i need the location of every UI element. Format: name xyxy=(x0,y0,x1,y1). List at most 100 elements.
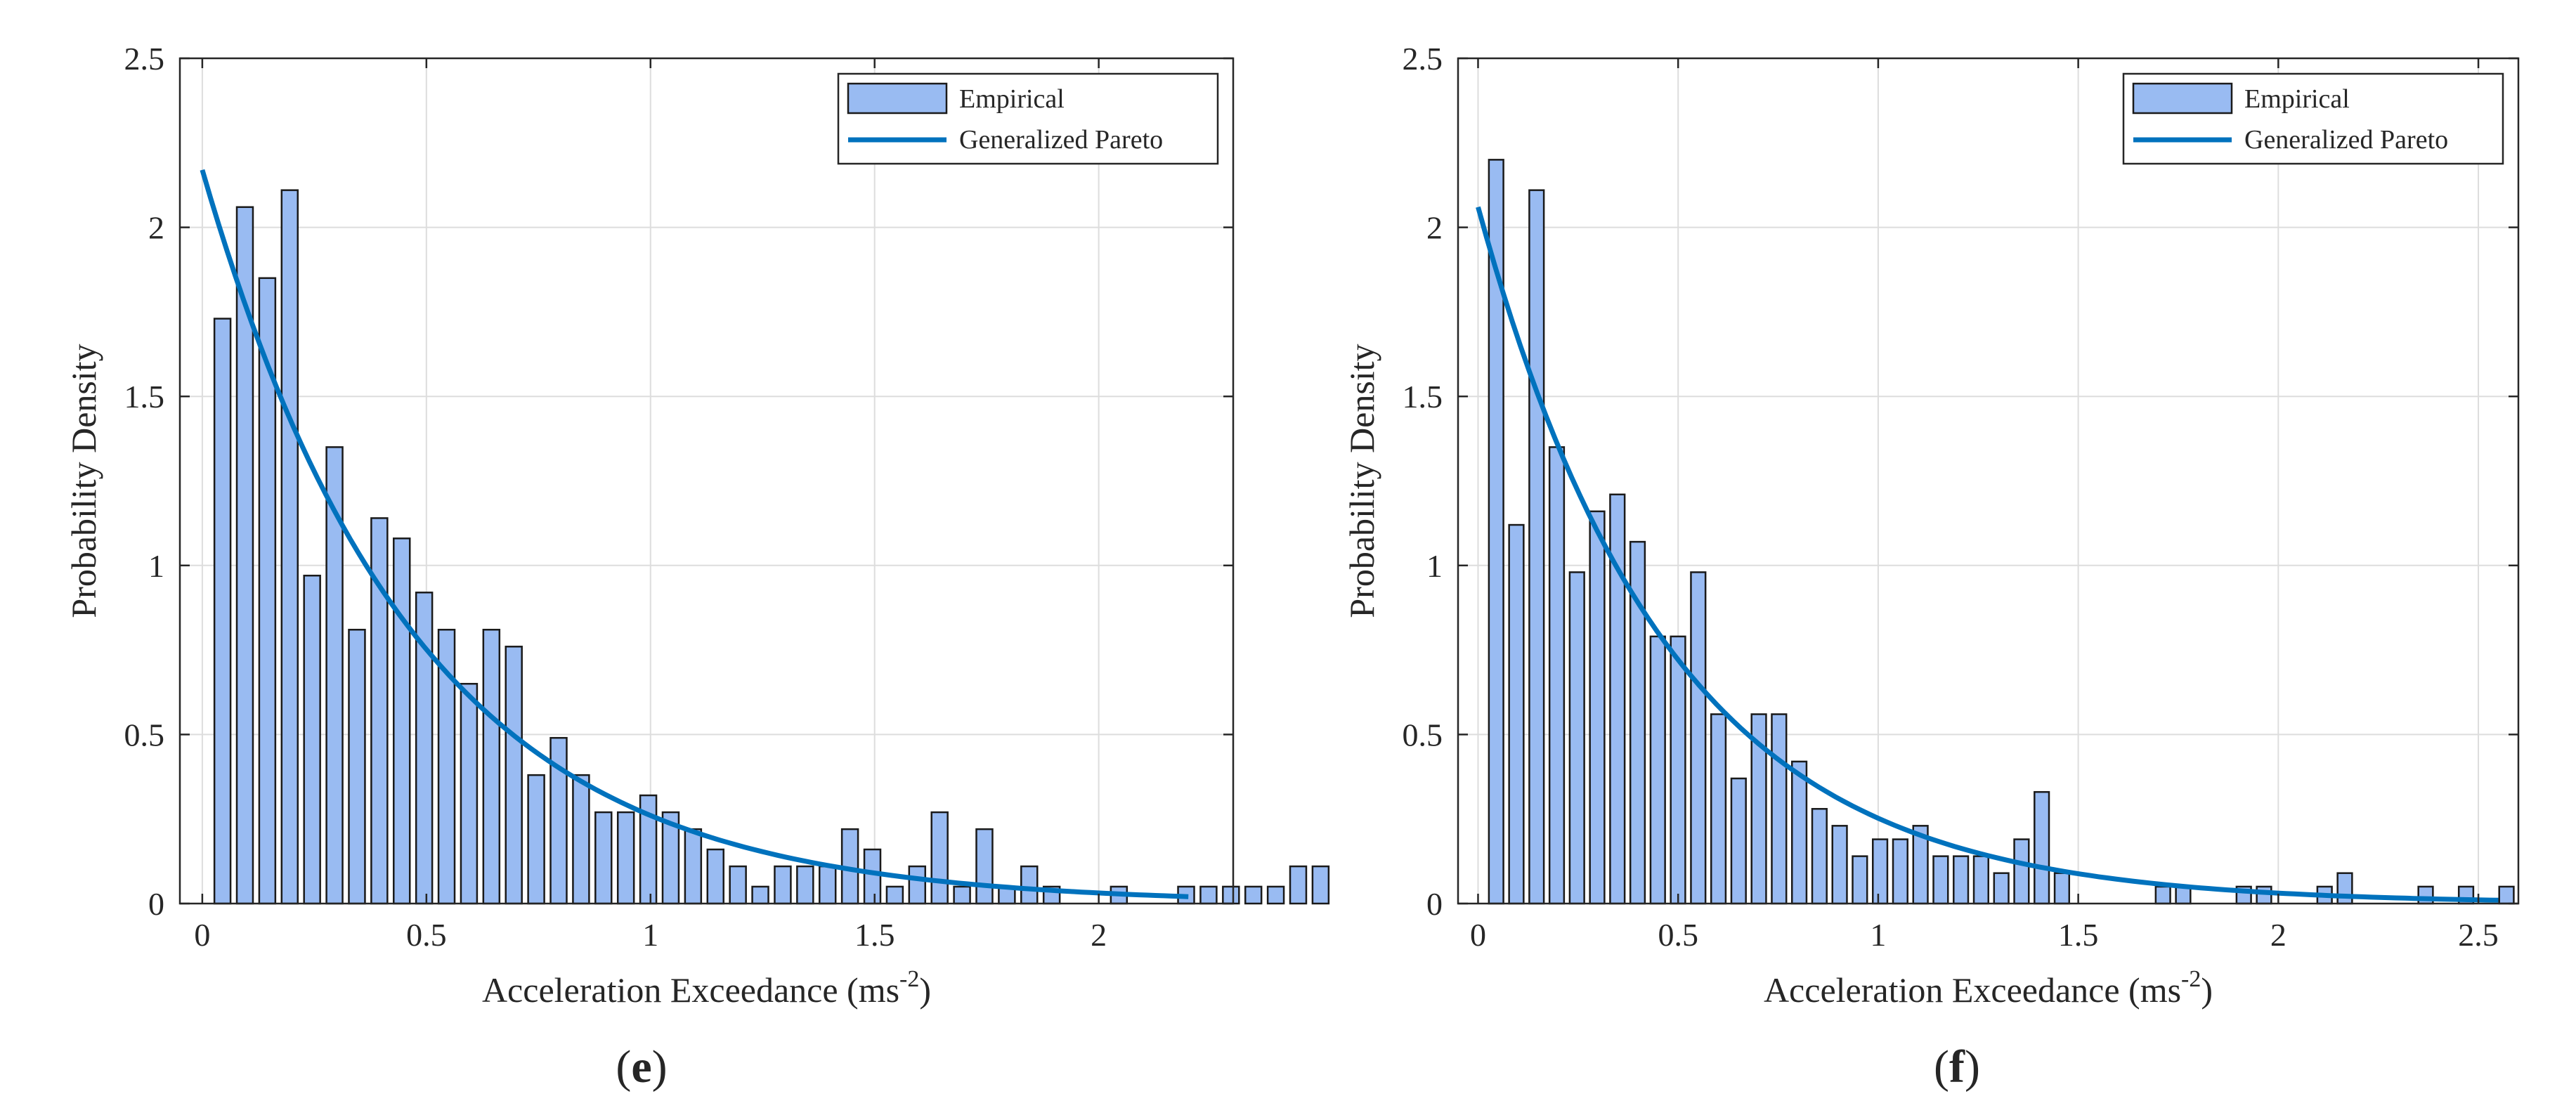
histogram-bar xyxy=(729,865,747,905)
histogram-bar xyxy=(616,811,635,905)
y-axis-label: Probability Density xyxy=(1342,344,1381,618)
histogram-bar xyxy=(1589,510,1606,905)
histogram-bar xyxy=(2336,872,2353,905)
histogram-bar xyxy=(527,774,545,905)
histogram-bar xyxy=(863,848,882,905)
histogram-bar xyxy=(2034,790,2050,905)
histogram-bar xyxy=(1508,523,1525,905)
x-axis-label: Acceleration Exceedance (ms-2) xyxy=(1764,966,2213,1010)
y-tick-label: 1 xyxy=(1426,548,1443,584)
y-tick-label: 1.5 xyxy=(124,379,165,415)
histogram-bar xyxy=(1953,855,1970,905)
histogram-bar xyxy=(572,774,590,905)
legend-label-empirical: Empirical xyxy=(2244,84,2350,114)
histogram-bar xyxy=(930,811,949,905)
x-tick-label: 0 xyxy=(194,917,210,953)
x-tick-label: 1.5 xyxy=(2058,917,2099,953)
histogram-bar xyxy=(1730,777,1747,905)
x-axis-label-superscript: -2 xyxy=(899,966,919,992)
histogram-bar xyxy=(2053,872,2071,905)
legend-label-pareto: Generalized Pareto xyxy=(959,125,1163,155)
histogram-bar xyxy=(505,646,523,905)
histogram-bar xyxy=(303,574,321,905)
histogram-bar xyxy=(460,682,479,905)
axes-box-f xyxy=(1457,57,2520,905)
x-tick-label: 0.5 xyxy=(406,917,447,953)
histogram-bar xyxy=(1289,865,1308,905)
x-tick-label: 0 xyxy=(1470,917,1486,953)
y-tick-label: 1.5 xyxy=(1403,379,1443,415)
histogram-bar xyxy=(1972,855,1989,905)
caption-f: (f) xyxy=(1934,1041,1980,1093)
histogram-bar xyxy=(706,848,724,905)
x-tick-label: 2 xyxy=(2270,917,2286,953)
y-axis-label: Probability Density xyxy=(64,344,103,618)
histogram-bar xyxy=(213,318,232,905)
histogram-bar xyxy=(1932,855,1949,905)
legend-label-pareto: Generalized Pareto xyxy=(2244,125,2448,155)
histogram-bar xyxy=(2154,885,2171,905)
histogram-bar xyxy=(885,885,904,905)
histogram-bar xyxy=(280,189,299,905)
histogram-bar xyxy=(953,885,971,905)
x-tick-label: 2 xyxy=(1091,917,1107,953)
histogram-bar xyxy=(348,628,366,905)
x-tick-label: 1 xyxy=(1870,917,1886,953)
histogram-bar xyxy=(1020,865,1039,905)
y-tick-label: 2.5 xyxy=(1403,41,1443,77)
y-tick-label: 0 xyxy=(148,886,164,922)
x-axis-label-superscript: -2 xyxy=(2181,966,2201,992)
legend-swatch-empirical xyxy=(2132,82,2233,115)
x-tick-label: 1 xyxy=(642,917,658,953)
y-tick-label: 2.5 xyxy=(124,41,165,77)
histogram-bar xyxy=(796,865,814,905)
histogram-bar xyxy=(1690,571,1707,905)
histogram-bar xyxy=(1771,713,1788,905)
histogram-bar xyxy=(235,206,254,905)
histogram-bar xyxy=(1222,885,1240,905)
axes-box-e xyxy=(178,57,1235,905)
legend-swatch-empirical xyxy=(847,82,948,115)
histogram-bar xyxy=(2256,885,2272,905)
pareto-curve xyxy=(1476,206,2499,903)
histogram-bar xyxy=(1852,855,1868,905)
histogram-bar xyxy=(1670,635,1686,905)
histogram-bar xyxy=(774,865,792,905)
histogram-bar xyxy=(1244,885,1263,905)
histogram-bar xyxy=(1710,713,1727,905)
histogram-bar xyxy=(1872,838,1889,905)
legend-label-empirical: Empirical xyxy=(959,84,1065,114)
y-tick-label: 0.5 xyxy=(1403,717,1443,752)
x-axis-label: Acceleration Exceedance (ms-2) xyxy=(482,966,931,1010)
histogram-bar xyxy=(751,885,769,905)
histogram-bar xyxy=(908,865,927,905)
histogram-bar xyxy=(1199,885,1218,905)
x-tick-label: 2.5 xyxy=(2458,917,2499,953)
histogram-bar xyxy=(1831,825,1848,905)
histogram-bar xyxy=(2013,838,2030,905)
y-tick-label: 0 xyxy=(1426,886,1443,922)
histogram-bar xyxy=(1311,865,1330,905)
pareto-curve xyxy=(200,169,1189,899)
histogram-bar xyxy=(1790,760,1808,905)
histogram-bar xyxy=(1568,571,1585,905)
x-tick-label: 0.5 xyxy=(1658,917,1698,953)
histogram-bar xyxy=(1892,838,1908,905)
histogram-bar xyxy=(1528,189,1545,905)
y-tick-label: 0.5 xyxy=(124,717,165,752)
histogram-bar xyxy=(818,865,837,905)
histogram-bar xyxy=(1811,808,1828,905)
y-tick-label: 1 xyxy=(148,548,164,584)
chart-panel-f: 0 0.5 1 1.5 2 2.5 0 0.5 1 1.5 2 2.5 Acceleration Exc… xyxy=(1342,41,2520,1093)
y-tick-label: 2 xyxy=(148,210,164,246)
chart-panel-e: 0 0.5 1 1.5 2 0 0.5 1 1.5 2 2.5 Acceleration Exceed… xyxy=(64,41,1330,1093)
x-tick-label: 1.5 xyxy=(854,917,895,953)
histogram-bar xyxy=(482,628,501,905)
histogram-bar xyxy=(1993,872,2010,905)
histogram-bar xyxy=(1266,885,1285,905)
histogram-bar xyxy=(975,828,994,905)
caption-e: (e) xyxy=(616,1041,667,1093)
y-tick-label: 2 xyxy=(1426,210,1443,246)
histogram-bar xyxy=(2498,885,2515,905)
